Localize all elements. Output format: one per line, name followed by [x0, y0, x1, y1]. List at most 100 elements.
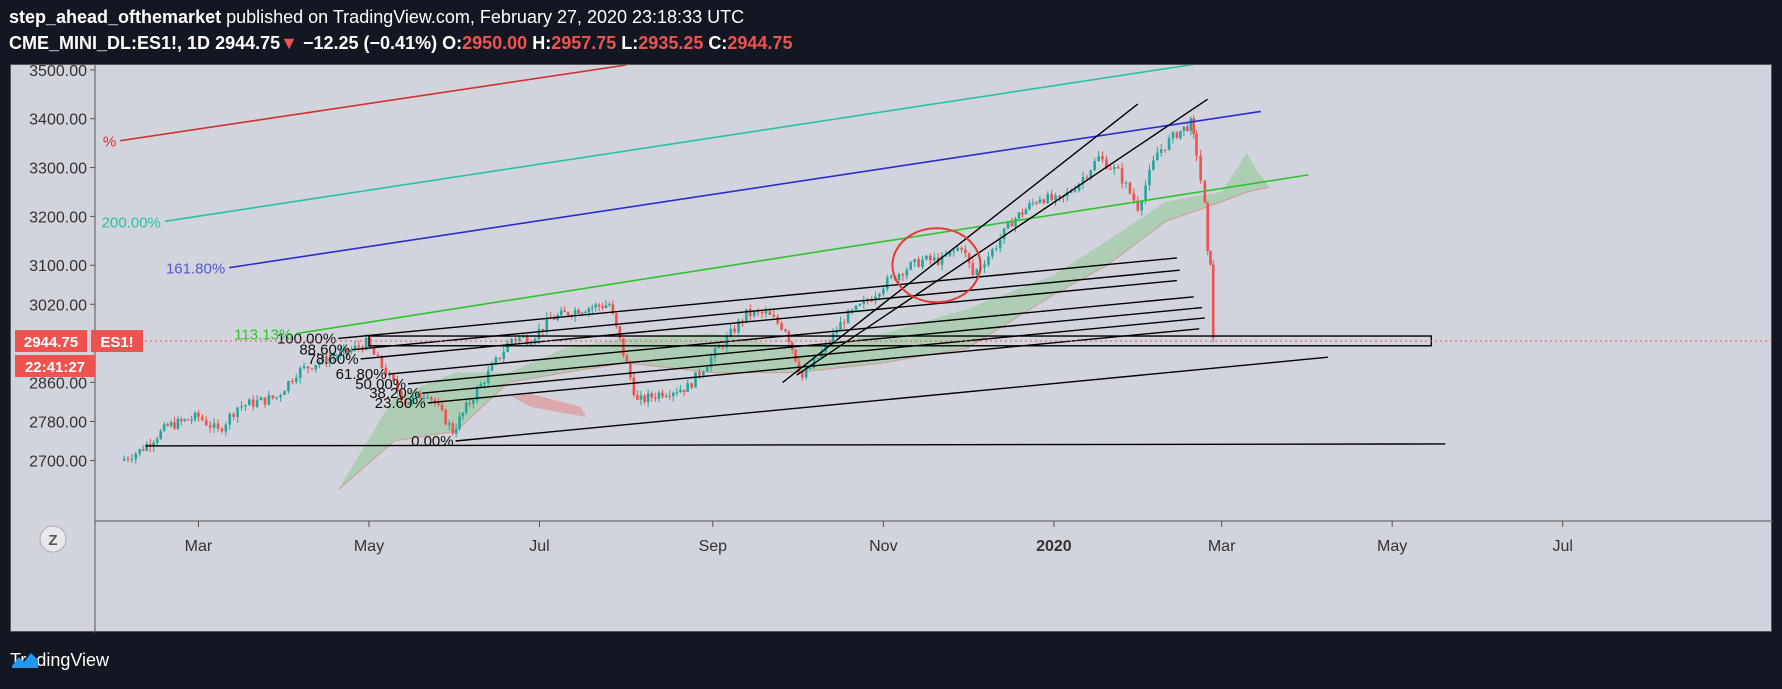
- candle-body: [889, 276, 893, 278]
- candle-body: [321, 356, 325, 363]
- candle-body: [967, 253, 971, 264]
- candle-body: [525, 336, 529, 344]
- candle-body: [422, 397, 426, 399]
- candle-body: [468, 402, 471, 404]
- candle-body: [921, 259, 924, 267]
- candle-body: [975, 269, 979, 275]
- candle-body: [983, 264, 986, 268]
- candle-body: [294, 377, 298, 382]
- candle-body: [472, 400, 475, 404]
- candle-body: [1028, 203, 1031, 210]
- candle-body: [646, 393, 650, 403]
- candle-body: [328, 358, 332, 364]
- extension-label: %: [103, 134, 116, 151]
- candle-body: [1050, 193, 1053, 201]
- candle-body: [506, 343, 509, 352]
- candle-body: [166, 424, 169, 426]
- x-tick-label: Mar: [1208, 538, 1236, 555]
- candle-body: [643, 395, 646, 403]
- candle-body: [159, 430, 162, 439]
- chart-pane[interactable]: 3500.00 3400.00 3300.00 3200.00 3100.00 3020.…: [10, 64, 1773, 633]
- candle-body: [745, 309, 748, 322]
- candle-body: [502, 351, 506, 359]
- candle-body: [1017, 212, 1021, 219]
- price-badge-text: 2944.75: [24, 334, 78, 351]
- candle-body: [1006, 222, 1010, 229]
- candle-body: [780, 323, 783, 330]
- open-label: O:: [442, 33, 463, 53]
- fib-channel-line: [338, 257, 1177, 340]
- candle-body: [498, 357, 502, 359]
- fib-level-label: 0.00%: [411, 433, 454, 450]
- candle-body: [240, 406, 243, 408]
- candle-body: [917, 259, 920, 267]
- low-label: L:: [621, 33, 639, 53]
- low-value: 2935.25: [638, 33, 704, 53]
- candle-body: [186, 419, 190, 421]
- candle-body: [216, 423, 220, 429]
- candle-body: [388, 374, 391, 376]
- publish-info: published on TradingView.com, February 2…: [221, 7, 745, 27]
- candle-body: [283, 391, 286, 396]
- candle-body: [145, 444, 149, 451]
- candle-body: [604, 305, 608, 308]
- candle-body: [1085, 177, 1089, 179]
- candle-body: [212, 423, 216, 428]
- fib-level-label: 61.80%: [336, 366, 387, 383]
- candle-body: [694, 372, 697, 388]
- candle-body: [291, 381, 294, 383]
- fib-level-label: 100.00%: [277, 330, 336, 347]
- y-tick-label: 2780.00: [29, 414, 87, 431]
- candle-body: [1093, 161, 1097, 171]
- candle-body: [764, 311, 768, 314]
- candle-body: [800, 372, 804, 378]
- candle-body: [155, 438, 159, 443]
- fib-channel-line: [455, 356, 1328, 442]
- candle-body: [314, 364, 318, 370]
- candle-body: [929, 255, 932, 261]
- candle-body: [190, 419, 193, 421]
- candle-body: [372, 347, 376, 355]
- candle-body: [625, 355, 629, 363]
- chart-canvas[interactable]: 3500.00 3400.00 3300.00 3200.00 3100.00 3020.…: [11, 65, 1773, 633]
- candle-body: [458, 416, 461, 430]
- y-tick-label: 3020.00: [29, 297, 87, 314]
- candle-body: [1136, 200, 1140, 211]
- horizontal-support-line: [145, 443, 1446, 447]
- candle-body: [392, 374, 395, 381]
- author-name[interactable]: step_ahead_ofthemarket: [9, 7, 222, 27]
- fib-channel-line: [422, 317, 1205, 394]
- symbol-label[interactable]: CME_MINI_DL:ES1!, 1D: [9, 33, 211, 53]
- candle-body: [932, 257, 936, 261]
- x-tick-label: Sep: [699, 538, 728, 555]
- candle-body: [615, 313, 618, 327]
- candle-body: [353, 345, 357, 350]
- candle-body: [201, 416, 204, 421]
- candle-body: [948, 251, 952, 256]
- candle-body: [1073, 190, 1077, 192]
- candle-body: [897, 274, 901, 281]
- y-tick-label: 3100.00: [29, 258, 87, 275]
- candle-body: [682, 389, 686, 392]
- candle-body: [584, 312, 587, 314]
- ohlc-legend: CME_MINI_DL:ES1!, 1D 2944.75▼ −12.25 (−0…: [9, 33, 792, 54]
- x-tick-label: May: [1377, 538, 1407, 555]
- y-tick-label: 2700.00: [29, 454, 87, 471]
- candle-body: [587, 308, 591, 313]
- candle-body: [650, 393, 654, 398]
- candle-body: [220, 428, 224, 432]
- candle-body: [1140, 201, 1143, 211]
- candle-body: [862, 300, 866, 304]
- open-value: 2950.00: [462, 33, 528, 53]
- candle-body: [1101, 156, 1104, 160]
- candle-body: [1124, 182, 1128, 184]
- candle-body: [440, 404, 444, 410]
- candle-body: [960, 247, 963, 250]
- candle-body: [577, 310, 580, 314]
- fib-level-label: 50.00%: [355, 376, 406, 393]
- candle-body: [901, 274, 905, 276]
- candle-body: [122, 458, 126, 461]
- candle-body: [514, 338, 517, 341]
- candle-body: [208, 425, 212, 428]
- candle-body: [1038, 199, 1042, 203]
